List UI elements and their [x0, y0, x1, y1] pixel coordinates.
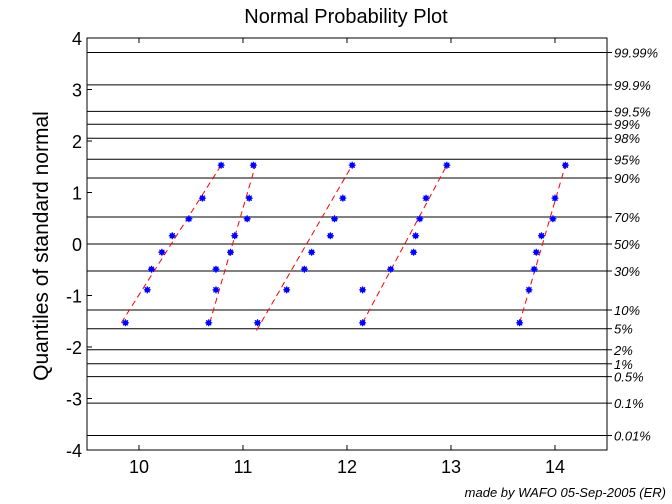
y-tick-label: 1	[72, 184, 82, 204]
data-point	[359, 286, 367, 294]
data-point	[359, 319, 367, 327]
data-point	[412, 232, 420, 240]
data-point	[249, 161, 257, 169]
y-tick-label: -1	[66, 287, 82, 307]
data-point	[549, 215, 557, 223]
x-tick-label: 13	[441, 457, 461, 477]
probability-label: 1%	[614, 357, 633, 372]
y-axis: -4 -3 -2 -1 0 1 2 3 4	[66, 29, 92, 461]
chart-title: Normal Probability Plot	[244, 6, 448, 28]
data-point	[530, 265, 538, 273]
data-point	[561, 161, 569, 169]
x-tick-label: 10	[129, 457, 149, 477]
data-point	[198, 194, 206, 202]
y-tick-label: 3	[72, 81, 82, 101]
probability-label: 0.01%	[614, 429, 651, 444]
probability-label: 10%	[614, 303, 640, 318]
data-point	[532, 248, 540, 256]
data-point	[245, 194, 253, 202]
data-point	[212, 286, 220, 294]
probability-label: 99.5%	[614, 104, 651, 119]
data-point	[212, 265, 220, 273]
data-point	[147, 265, 155, 273]
x-tick-label: 14	[545, 457, 565, 477]
fit-line	[519, 165, 566, 323]
data-point	[348, 161, 356, 169]
fit-line	[120, 164, 222, 324]
data-points	[121, 161, 569, 327]
y-tick-label: -3	[66, 390, 82, 410]
data-point	[410, 248, 418, 256]
data-point	[551, 194, 559, 202]
data-point	[443, 161, 451, 169]
probability-label: 98%	[614, 131, 640, 146]
data-point	[308, 248, 316, 256]
data-point	[243, 215, 251, 223]
probability-label: 90%	[614, 171, 640, 186]
data-point	[143, 286, 151, 294]
data-point	[283, 286, 291, 294]
data-point	[300, 265, 308, 273]
data-point	[205, 319, 213, 327]
data-point	[217, 161, 225, 169]
data-point	[525, 286, 533, 294]
probability-label: 30%	[614, 264, 640, 279]
fit-lines	[120, 164, 566, 331]
data-point	[516, 319, 524, 327]
probability-label: 99%	[614, 117, 640, 132]
y-tick-label: 0	[72, 235, 82, 255]
data-point	[537, 232, 545, 240]
data-point	[158, 248, 166, 256]
credit-text: made by WAFO 05-Sep-2005 (ER)	[465, 485, 666, 500]
probability-label: 0.5%	[614, 370, 644, 385]
data-point	[331, 215, 339, 223]
y-tick-label: 4	[72, 29, 82, 49]
probability-labels: 0.01% 0.1% 0.5%1%2% 5% 10% 30% 50% 70% 90% 95% 98%…	[607, 45, 658, 444]
data-point	[387, 265, 395, 273]
fit-line	[256, 164, 353, 331]
x-tick-label: 12	[337, 457, 357, 477]
x-tick-label: 11	[234, 457, 253, 477]
data-point	[121, 319, 129, 327]
y-tick-label: 2	[72, 132, 82, 152]
y-tick-label: -2	[66, 338, 82, 358]
fit-line	[209, 165, 256, 323]
x-axis: 10 11 12 13 14	[129, 38, 565, 477]
probability-gridlines	[87, 51, 607, 437]
probability-label: 5%	[614, 322, 633, 337]
data-point	[231, 232, 239, 240]
data-point	[168, 232, 176, 240]
data-point	[254, 319, 262, 327]
probability-label: 99.9%	[614, 78, 651, 93]
probability-label: 2%	[613, 343, 633, 358]
data-point	[422, 194, 430, 202]
probability-label: 95%	[614, 152, 640, 167]
y-tick-label: -4	[66, 441, 82, 461]
data-point	[185, 215, 193, 223]
y-axis-label: Quantiles of standard normal	[30, 111, 53, 381]
probability-label: 99.99%	[614, 45, 658, 60]
probability-label: 0.1%	[614, 396, 644, 411]
data-point	[416, 215, 424, 223]
data-point	[227, 248, 235, 256]
data-point	[339, 194, 347, 202]
data-point	[326, 232, 334, 240]
probability-label: 70%	[614, 210, 640, 225]
probability-label: 50%	[614, 237, 640, 252]
